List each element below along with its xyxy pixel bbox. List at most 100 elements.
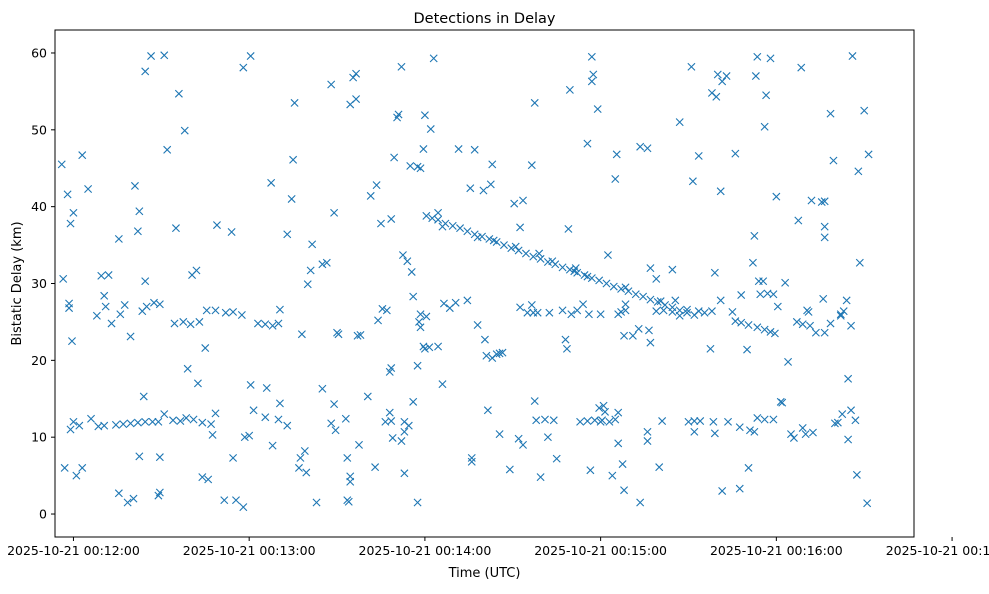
data-point bbox=[819, 294, 828, 303]
data-point bbox=[376, 219, 385, 228]
data-point bbox=[798, 320, 807, 329]
data-point bbox=[728, 307, 737, 316]
data-point bbox=[385, 408, 394, 417]
data-point bbox=[565, 85, 574, 94]
data-point bbox=[87, 414, 96, 423]
data-point bbox=[239, 503, 248, 512]
data-point bbox=[220, 496, 229, 505]
data-point bbox=[820, 222, 829, 231]
data-point bbox=[751, 72, 760, 81]
data-point bbox=[811, 328, 820, 337]
data-point bbox=[104, 271, 113, 280]
chart-title: Detections in Delay bbox=[413, 11, 555, 27]
data-point bbox=[601, 407, 610, 416]
data-point bbox=[303, 280, 312, 289]
data-point bbox=[820, 233, 829, 242]
data-point bbox=[470, 145, 479, 154]
data-point bbox=[564, 224, 573, 233]
data-point bbox=[65, 304, 74, 313]
data-point bbox=[744, 321, 753, 329]
data-point bbox=[514, 434, 523, 443]
data-point bbox=[778, 398, 787, 407]
data-point bbox=[160, 51, 169, 60]
data-point bbox=[830, 419, 839, 428]
data-point bbox=[864, 150, 873, 159]
data-point bbox=[595, 403, 604, 412]
data-point bbox=[770, 329, 779, 338]
data-point bbox=[300, 447, 309, 456]
data-point bbox=[710, 268, 719, 277]
data-point bbox=[397, 62, 406, 71]
data-point bbox=[826, 319, 835, 328]
data-point bbox=[769, 415, 778, 424]
data-point bbox=[511, 242, 520, 251]
data-point bbox=[848, 52, 857, 61]
data-point bbox=[416, 323, 425, 332]
data-point bbox=[644, 326, 653, 335]
data-point bbox=[275, 399, 284, 408]
data-point bbox=[419, 145, 428, 154]
data-point bbox=[608, 471, 617, 480]
data-point bbox=[583, 417, 592, 426]
data-point bbox=[617, 284, 626, 293]
data-point bbox=[712, 92, 721, 101]
data-point bbox=[274, 415, 283, 424]
data-point bbox=[133, 227, 142, 236]
data-point bbox=[133, 418, 142, 427]
data-point bbox=[643, 437, 652, 446]
data-point bbox=[595, 276, 604, 285]
data-point bbox=[123, 498, 132, 507]
data-point bbox=[163, 145, 172, 154]
data-point bbox=[687, 62, 696, 71]
data-point bbox=[318, 384, 327, 393]
data-point bbox=[529, 252, 538, 261]
data-point bbox=[274, 319, 283, 328]
data-point bbox=[639, 292, 648, 301]
data-point bbox=[530, 98, 539, 107]
data-point bbox=[425, 343, 434, 352]
x-tick-label: 2025-10-21 00:12:00 bbox=[7, 543, 140, 558]
data-point bbox=[495, 349, 504, 358]
data-point bbox=[756, 290, 765, 299]
data-point bbox=[744, 463, 753, 472]
data-point bbox=[844, 374, 853, 383]
data-point bbox=[847, 406, 856, 415]
data-point bbox=[330, 208, 339, 217]
data-point bbox=[246, 52, 255, 61]
data-point bbox=[690, 417, 699, 426]
data-point bbox=[111, 420, 120, 429]
data-point bbox=[139, 392, 148, 401]
data-point bbox=[297, 330, 306, 339]
data-point bbox=[176, 417, 185, 426]
data-point bbox=[576, 417, 585, 426]
data-point bbox=[643, 427, 652, 436]
data-point bbox=[552, 454, 561, 463]
data-point bbox=[349, 73, 358, 82]
data-point bbox=[183, 364, 192, 373]
data-point bbox=[473, 233, 482, 242]
x-tick-label: 2025-10-21 00:15:00 bbox=[534, 543, 667, 558]
data-point bbox=[806, 321, 815, 330]
data-point bbox=[495, 430, 504, 439]
data-point bbox=[290, 98, 299, 107]
data-point bbox=[817, 198, 826, 207]
data-point bbox=[382, 306, 391, 315]
data-point bbox=[467, 453, 476, 462]
data-point bbox=[844, 435, 853, 444]
data-point bbox=[126, 332, 135, 341]
data-point bbox=[675, 311, 684, 320]
data-point bbox=[308, 240, 317, 249]
data-point bbox=[716, 187, 725, 196]
data-point bbox=[706, 344, 715, 353]
data-point bbox=[565, 265, 574, 274]
data-point bbox=[322, 258, 331, 267]
data-point bbox=[456, 224, 465, 233]
data-point bbox=[116, 310, 125, 319]
data-point bbox=[135, 207, 144, 216]
data-point bbox=[198, 418, 207, 427]
data-point bbox=[709, 417, 718, 426]
data-point bbox=[346, 477, 355, 486]
data-point bbox=[753, 413, 762, 422]
data-point bbox=[801, 430, 810, 439]
data-point bbox=[533, 308, 542, 317]
